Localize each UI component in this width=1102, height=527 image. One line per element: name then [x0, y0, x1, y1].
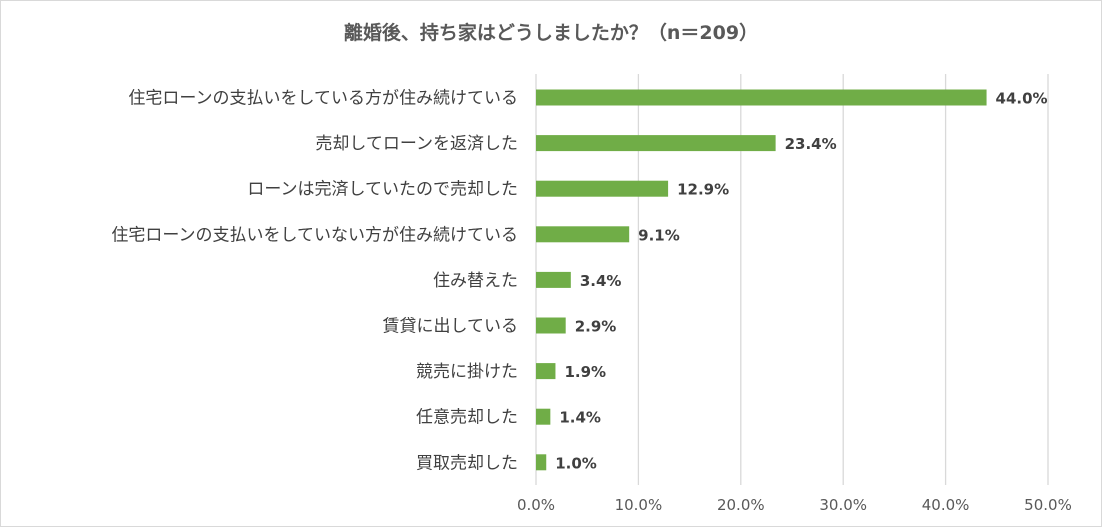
data-label: 1.4% [559, 409, 601, 427]
bar [536, 454, 547, 471]
bar [536, 317, 566, 334]
category-label: 住み替えた [433, 271, 518, 291]
data-label: 23.4% [785, 135, 837, 153]
bar [536, 180, 669, 197]
category-label: 賃貸に出している [383, 317, 519, 337]
x-tick-label: 10.0% [615, 496, 663, 514]
category-label: 住宅ローンの支払いをしていない方が住み続けている [111, 225, 518, 245]
category-label: 売却してローンを返済した [315, 134, 518, 154]
data-label: 3.4% [580, 272, 622, 290]
bar [536, 408, 551, 425]
category-label: 競売に掛けた [416, 362, 518, 382]
x-tick-label: 0.0% [517, 496, 555, 514]
data-label: 1.9% [564, 363, 606, 381]
data-label: 12.9% [677, 181, 729, 199]
bar [536, 271, 571, 288]
bar [536, 89, 987, 106]
bar [536, 135, 776, 152]
x-tick-label: 50.0% [1024, 496, 1072, 514]
data-label: 9.1% [638, 226, 680, 244]
x-tick-label: 30.0% [819, 496, 867, 514]
chart-title: 離婚後、持ち家はどうしましたか？（n＝209） [343, 22, 759, 44]
bar [536, 363, 556, 380]
bars [536, 89, 987, 471]
data-label: 1.0% [555, 454, 597, 472]
x-tick-label: 40.0% [922, 496, 970, 514]
value-labels: 44.0% 23.4% 12.9% 9.1% 3.4% 2.9% 1.9% 1.4% 1.0% [555, 90, 1047, 473]
category-label: 買取売却した [416, 453, 518, 473]
category-label: ローンは完済していたので売却した [247, 180, 518, 200]
bar [536, 226, 630, 243]
data-label: 44.0% [996, 90, 1048, 108]
category-label: 住宅ローンの支払いをしている方が住み続けている [128, 89, 518, 109]
x-axis-ticks: 0.0% 10.0% 20.0% 30.0% 40.0% 50.0% [517, 496, 1072, 514]
x-tick-label: 20.0% [717, 496, 765, 514]
category-label: 任意売却した [416, 408, 518, 428]
category-labels: 住宅ローンの支払いをしている方が住み続けている売却してローンを返済したローンは完… [111, 89, 518, 474]
data-label: 2.9% [575, 318, 617, 336]
